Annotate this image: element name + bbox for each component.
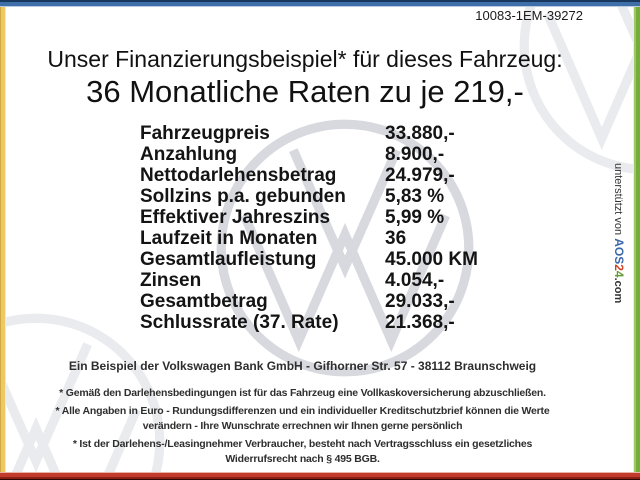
row-label: Sollzins p.a. gebunden (140, 186, 346, 207)
heading-line2: 36 Monatliche Raten zu je 219,- (86, 74, 524, 109)
table-row: Zinsen 4.054,- (140, 270, 478, 291)
disclaimer-line: * Ist der Darlehens-/Leasingnehmer Verbr… (72, 438, 533, 450)
disclaimer-line: * Alle Angaben in Euro - Rundungsdiffere… (55, 405, 550, 417)
aos24-logo-com: .com (612, 277, 624, 304)
row-label: Anzahlung (140, 144, 238, 165)
row-value: 5,83 % (385, 186, 445, 207)
row-value: 36 (385, 228, 407, 249)
row-value: 24.979,- (385, 165, 455, 186)
frame-left-bar (0, 7, 6, 472)
row-value: 4.054,- (385, 270, 445, 291)
row-value: 33.880,- (385, 123, 455, 144)
disclaimer-line: verändern - Ihre Wunschrate errechnen wi… (142, 420, 463, 432)
financing-table: Fahrzeugpreis 33.880,- Anzahlung 8.900,- N… (140, 123, 478, 333)
frame-right-bar (633, 7, 640, 472)
table-row: Gesamtlaufleistung 45.000 KM (140, 249, 478, 270)
row-label: Nettodarlehensbetrag (140, 165, 337, 186)
row-label: Zinsen (140, 270, 202, 291)
table-row: Nettodarlehensbetrag 24.979,- (140, 165, 478, 186)
supported-by-sidebar: unterstützt von AOS24.com (612, 163, 626, 343)
legal-disclaimers: * Gemäß den Darlehensbedingungen ist für… (10, 386, 595, 470)
disclaimer-paragraph: * Gemäß den Darlehensbedingungen ist für… (10, 386, 595, 401)
table-row: Sollzins p.a. gebunden 5,83 % (140, 186, 478, 207)
heading-line1: Unser Finanzierungsbeispiel* für dieses … (47, 46, 563, 72)
aos24-logo-4: 4 (612, 270, 626, 278)
aos24-logo: AOS24 (612, 238, 626, 277)
row-label: Schlussrate (37. Rate) (140, 312, 339, 333)
disclaimer-paragraph: * Ist der Darlehens-/Leasingnehmer Verbr… (10, 437, 595, 467)
aos24-logo-2: 2 (612, 264, 626, 271)
table-row: Effektiver Jahreszins 5,99 % (140, 207, 478, 228)
row-label: Effektiver Jahreszins (140, 207, 331, 228)
row-label: Laufzeit in Monaten (140, 228, 318, 249)
disclaimer-line: Widerrufsrecht nach § 495 BGB. (225, 453, 380, 465)
row-label: Fahrzeugpreis (140, 123, 270, 144)
row-label: Gesamtbetrag (140, 291, 268, 312)
table-row: Gesamtbetrag 29.033,- (140, 291, 478, 312)
row-value: 21.368,- (385, 312, 455, 333)
row-value: 29.033,- (385, 291, 455, 312)
disclaimer-paragraph: * Alle Angaben in Euro - Rundungsdiffere… (10, 404, 595, 434)
frame-top-bar (0, 0, 640, 7)
frame-bottom-bar (0, 472, 640, 480)
aos24-logo-aos: AOS (612, 238, 626, 265)
table-row: Schlussrate (37. Rate) 21.368,- (140, 312, 478, 333)
row-label: Gesamtlaufleistung (140, 249, 317, 270)
disclaimer-line: * Gemäß den Darlehensbedingungen ist für… (59, 387, 546, 399)
row-value: 45.000 KM (385, 249, 478, 270)
row-value: 5,99 % (385, 207, 445, 228)
bank-address-line: Ein Beispiel der Volkswagen Bank GmbH - … (68, 359, 537, 373)
offer-id-code: 10083-1EM-39272 (475, 8, 583, 23)
table-row: Laufzeit in Monaten 36 (140, 228, 478, 249)
table-row: Fahrzeugpreis 33.880,- (140, 123, 478, 144)
row-value: 8.900,- (385, 144, 445, 165)
table-row: Anzahlung 8.900,- (140, 144, 478, 165)
supported-by-label: unterstützt von (612, 163, 624, 239)
